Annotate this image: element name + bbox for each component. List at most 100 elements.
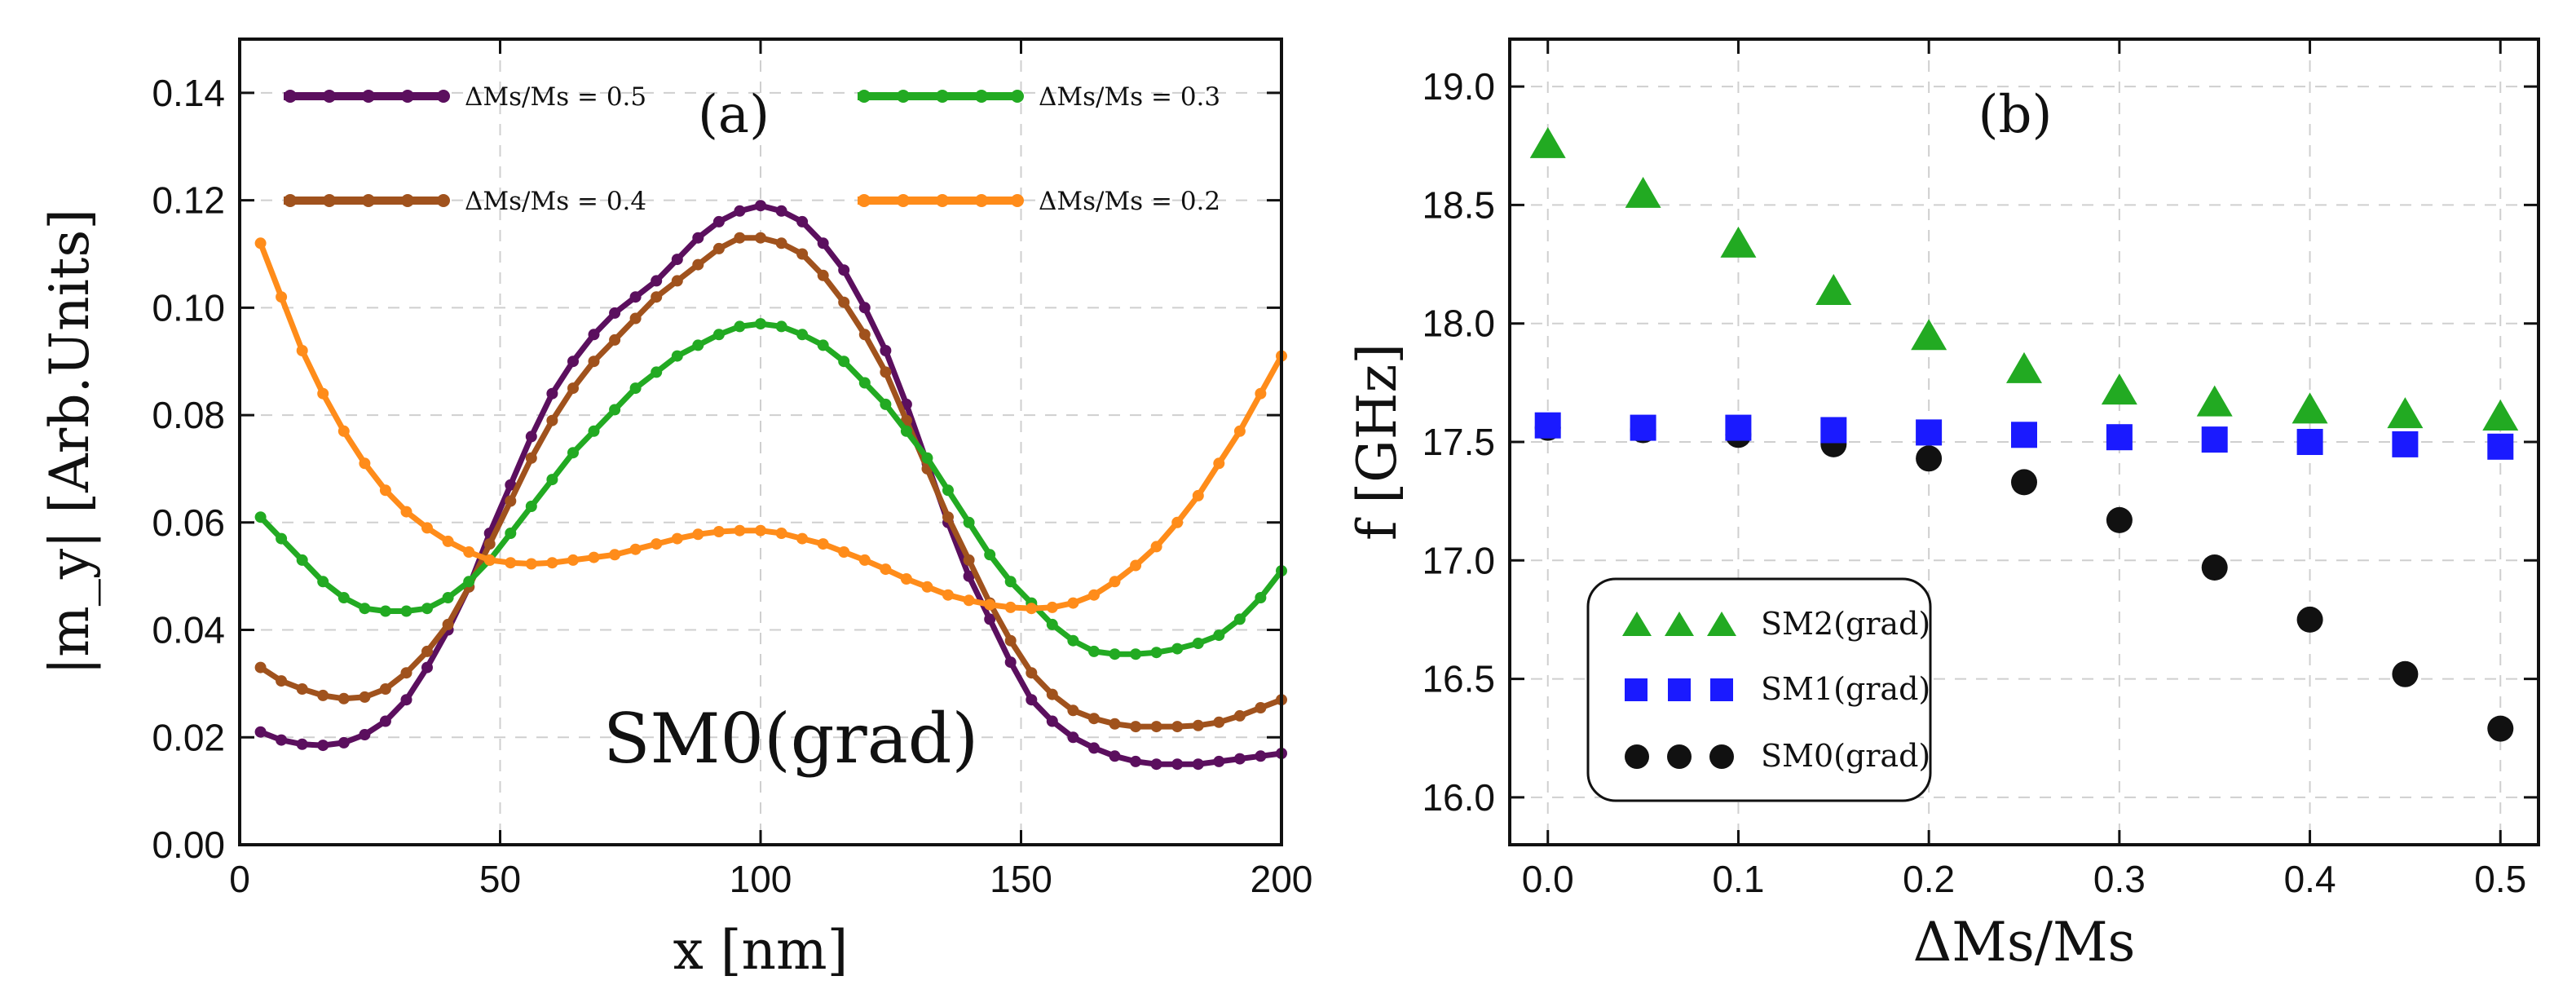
data-point-square: [1534, 412, 1561, 439]
data-point: [1171, 758, 1184, 771]
data-point: [817, 339, 829, 351]
data-point: [317, 387, 329, 400]
data-point: [1192, 638, 1204, 649]
legend-label-sm2: SM2(grad): [1761, 606, 1930, 642]
y-tick-label: 19.0: [1422, 65, 1495, 108]
legend-label-0.4: ΔMs/Ms = 0.4: [465, 187, 646, 216]
y-tick-label: 0.08: [152, 394, 225, 436]
legend-marker: [975, 194, 988, 207]
data-point: [1233, 425, 1246, 437]
x-tick-label: 0.0: [1522, 858, 1574, 900]
data-point: [858, 302, 871, 314]
data-point: [1192, 758, 1204, 771]
data-point: [1026, 667, 1038, 679]
panel-b-ylabel: f [GHz]: [1346, 343, 1409, 541]
data-point: [1026, 694, 1038, 706]
data-point: [525, 501, 537, 512]
data-point: [629, 543, 642, 555]
series-SM1(grad): [1534, 412, 2514, 460]
panel-a-label: (a): [698, 85, 770, 145]
data-point: [337, 692, 350, 704]
panel-b-label: (b): [1978, 85, 2053, 145]
legend-marker: [858, 194, 871, 207]
data-point: [651, 538, 663, 550]
legend-square-marker: [1668, 678, 1691, 701]
data-point: [1109, 718, 1121, 730]
legend-marker: [936, 90, 949, 103]
data-point: [775, 528, 787, 539]
x-tick-label: 0.2: [1903, 858, 1955, 900]
data-point: [1109, 750, 1121, 762]
data-point: [984, 598, 996, 611]
data-point: [463, 546, 475, 558]
data-point: [1109, 576, 1121, 588]
data-point: [838, 356, 850, 368]
data-point: [734, 205, 746, 217]
y-tick-label: 16.5: [1422, 658, 1495, 700]
data-point: [505, 479, 517, 491]
legend-marker: [897, 194, 910, 207]
data-point: [296, 738, 308, 750]
data-point: [276, 675, 288, 687]
data-point: [1109, 648, 1121, 660]
data-point: [921, 452, 933, 464]
data-point: [671, 254, 683, 266]
data-point: [1233, 613, 1246, 625]
data-point: [546, 387, 558, 400]
legend-item: ΔMs/Ms = 0.2: [858, 187, 1220, 216]
data-point: [963, 516, 975, 528]
data-point: [442, 618, 454, 630]
data-point: [359, 729, 371, 740]
data-point: [546, 414, 558, 426]
data-point-triangle: [2196, 385, 2233, 417]
data-point: [609, 333, 621, 346]
data-point-square: [1820, 417, 1847, 444]
x-tick-label: 0.4: [2284, 858, 2336, 900]
panel-a-series: [254, 200, 1287, 771]
panel-a-legend: ΔMs/Ms = 0.5 ΔMs/Ms = 0.4 ΔMs/Ms = 0.3: [284, 82, 1220, 216]
data-point: [692, 528, 704, 541]
panel-b-xlabel: ΔMs/Ms: [1913, 911, 2136, 974]
data-point-triangle: [1625, 176, 1661, 208]
data-point-square: [2487, 433, 2514, 460]
data-point-triangle: [2482, 400, 2519, 431]
x-tick-label: 150: [990, 858, 1052, 900]
data-point: [1130, 755, 1142, 767]
legend-triangle-marker: [1622, 612, 1652, 636]
data-point: [505, 528, 517, 539]
data-point: [755, 318, 766, 330]
y-tick-label: 17.5: [1422, 421, 1495, 463]
data-point-triangle: [2006, 351, 2042, 383]
data-point: [1150, 541, 1162, 553]
data-point: [421, 522, 433, 534]
x-tick-label: 50: [479, 858, 521, 900]
data-point: [525, 431, 537, 443]
y-tick-label: 0.02: [152, 716, 225, 758]
panel-a-ylabel: |m_y| [Arb.Units]: [38, 209, 101, 675]
data-point: [1088, 742, 1100, 754]
data-point: [838, 546, 850, 558]
data-point: [984, 549, 996, 561]
data-point: [629, 312, 642, 325]
legend-label-0.3: ΔMs/Ms = 0.3: [1039, 82, 1220, 112]
panel-a-annotation: SM0(grad): [603, 699, 978, 779]
data-point: [421, 661, 433, 674]
data-point-circle: [2487, 715, 2514, 742]
y-tick-label: 0.12: [152, 179, 225, 222]
legend-item: ΔMs/Ms = 0.4: [284, 187, 646, 216]
data-point: [483, 538, 496, 550]
data-point: [1067, 634, 1079, 647]
data-point: [359, 603, 371, 615]
legend-marker: [1011, 90, 1024, 103]
legend-item: SM0(grad): [1625, 738, 1930, 774]
legend-marker: [437, 90, 450, 103]
data-point-square: [2106, 424, 2133, 451]
data-point: [609, 307, 621, 319]
data-point: [734, 232, 746, 244]
data-point: [1192, 719, 1204, 731]
data-point: [1213, 755, 1225, 767]
data-point: [379, 605, 391, 617]
data-point: [1171, 721, 1184, 733]
legend-circle-marker: [1709, 744, 1734, 769]
y-tick-label: 16.0: [1422, 776, 1495, 819]
